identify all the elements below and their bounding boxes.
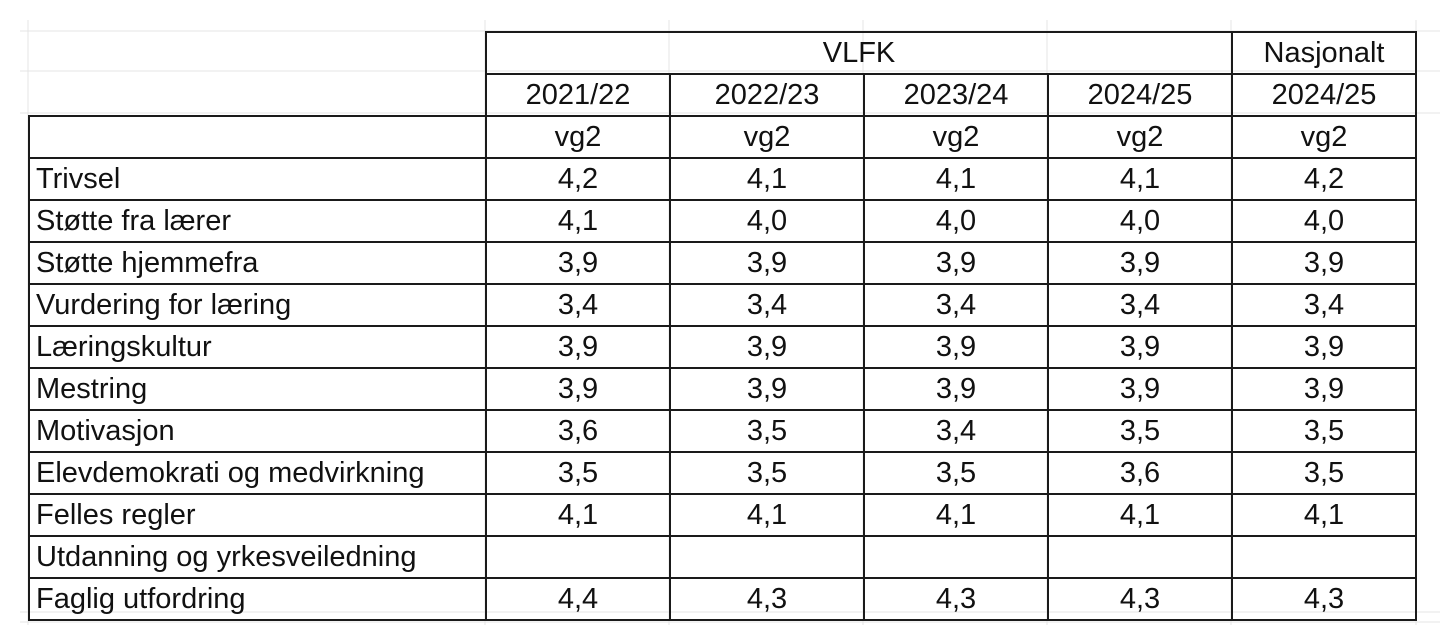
header-group-row: VLFK Nasjonalt bbox=[29, 31, 1417, 75]
value-cell: 3,9 bbox=[669, 325, 865, 369]
header-grade-row: vg2 vg2 vg2 vg2 vg2 bbox=[28, 115, 1417, 159]
value-cell: 4,0 bbox=[1047, 199, 1233, 243]
value-cell bbox=[863, 535, 1049, 579]
value-cell: 4,1 bbox=[863, 157, 1049, 201]
table-row: Læringskultur 3,9 3,9 3,9 3,9 3,9 bbox=[28, 325, 1417, 369]
table-row: Støtte hjemmefra 3,9 3,9 3,9 3,9 3,9 bbox=[28, 241, 1417, 285]
year-header: 2021/22 bbox=[485, 73, 671, 117]
table-row: Motivasjon 3,6 3,5 3,4 3,5 3,5 bbox=[28, 409, 1417, 453]
value-cell: 3,5 bbox=[863, 451, 1049, 495]
value-cell: 3,5 bbox=[669, 409, 865, 453]
value-cell: 4,1 bbox=[669, 157, 865, 201]
row-label: Læringskultur bbox=[28, 325, 487, 369]
value-cell: 4,1 bbox=[863, 493, 1049, 537]
row-label: Faglig utfordring bbox=[28, 577, 487, 621]
value-cell: 4,0 bbox=[669, 199, 865, 243]
table-row: Vurdering for læring 3,4 3,4 3,4 3,4 3,4 bbox=[28, 283, 1417, 327]
value-cell: 3,9 bbox=[485, 241, 671, 285]
value-cell: 3,4 bbox=[1231, 283, 1417, 327]
value-cell bbox=[1047, 535, 1233, 579]
row-label: Mestring bbox=[28, 367, 487, 411]
row-label: Elevdemokrati og medvirkning bbox=[28, 451, 487, 495]
value-cell: 3,9 bbox=[863, 325, 1049, 369]
group-header-national: Nasjonalt bbox=[1231, 31, 1417, 75]
grade-header: vg2 bbox=[669, 115, 865, 159]
table-row: Utdanning og yrkesveiledning bbox=[28, 535, 1417, 579]
grade-header: vg2 bbox=[1231, 115, 1417, 159]
value-cell: 3,9 bbox=[669, 367, 865, 411]
group-header-vlfk: VLFK bbox=[485, 31, 1233, 75]
value-cell: 3,9 bbox=[1231, 325, 1417, 369]
value-cell: 3,9 bbox=[863, 241, 1049, 285]
value-cell: 3,4 bbox=[669, 283, 865, 327]
value-cell: 3,9 bbox=[669, 241, 865, 285]
value-cell: 3,9 bbox=[485, 325, 671, 369]
value-cell: 3,9 bbox=[863, 367, 1049, 411]
value-cell: 3,5 bbox=[1231, 451, 1417, 495]
value-cell: 3,9 bbox=[485, 367, 671, 411]
value-cell: 4,3 bbox=[863, 577, 1049, 621]
value-cell: 3,9 bbox=[1231, 367, 1417, 411]
grade-header: vg2 bbox=[485, 115, 671, 159]
header-year-row: 2021/22 2022/23 2023/24 2024/25 2024/25 bbox=[29, 73, 1417, 117]
value-cell: 3,9 bbox=[1047, 367, 1233, 411]
table-row: Elevdemokrati og medvirkning 3,5 3,5 3,5… bbox=[28, 451, 1417, 495]
value-cell: 4,1 bbox=[485, 493, 671, 537]
year-header: 2024/25 bbox=[1231, 73, 1417, 117]
survey-results-table: VLFK Nasjonalt 2021/22 2022/23 2023/24 2… bbox=[28, 31, 1417, 621]
value-cell: 3,9 bbox=[1231, 241, 1417, 285]
value-cell: 4,1 bbox=[669, 493, 865, 537]
value-cell: 3,6 bbox=[1047, 451, 1233, 495]
table-row: Felles regler 4,1 4,1 4,1 4,1 4,1 bbox=[28, 493, 1417, 537]
row-label: Støtte hjemmefra bbox=[28, 241, 487, 285]
value-cell: 4,4 bbox=[485, 577, 671, 621]
value-cell: 4,1 bbox=[1047, 493, 1233, 537]
value-cell: 4,3 bbox=[1047, 577, 1233, 621]
value-cell: 4,0 bbox=[1231, 199, 1417, 243]
value-cell: 4,3 bbox=[1231, 577, 1417, 621]
table-row: Faglig utfordring 4,4 4,3 4,3 4,3 4,3 bbox=[28, 577, 1417, 621]
row-label: Felles regler bbox=[28, 493, 487, 537]
row-label: Utdanning og yrkesveiledning bbox=[28, 535, 487, 579]
value-cell: 3,5 bbox=[1047, 409, 1233, 453]
value-cell: 3,9 bbox=[1047, 325, 1233, 369]
value-cell: 4,1 bbox=[1231, 493, 1417, 537]
value-cell: 3,4 bbox=[863, 409, 1049, 453]
grade-header: vg2 bbox=[863, 115, 1049, 159]
value-cell: 3,5 bbox=[1231, 409, 1417, 453]
value-cell: 4,2 bbox=[485, 157, 671, 201]
value-cell: 4,2 bbox=[1231, 157, 1417, 201]
value-cell: 3,6 bbox=[485, 409, 671, 453]
empty-corner-cell bbox=[29, 74, 486, 116]
value-cell: 3,4 bbox=[1047, 283, 1233, 327]
grade-header: vg2 bbox=[1047, 115, 1233, 159]
row-label: Trivsel bbox=[28, 157, 487, 201]
value-cell: 4,1 bbox=[485, 199, 671, 243]
value-cell: 3,5 bbox=[669, 451, 865, 495]
empty-label-cell bbox=[28, 115, 487, 159]
year-header: 2024/25 bbox=[1047, 73, 1233, 117]
row-label: Motivasjon bbox=[28, 409, 487, 453]
value-cell: 3,4 bbox=[485, 283, 671, 327]
value-cell: 4,3 bbox=[669, 577, 865, 621]
value-cell: 3,5 bbox=[485, 451, 671, 495]
value-cell bbox=[1231, 535, 1417, 579]
row-label: Støtte fra lærer bbox=[28, 199, 487, 243]
year-header: 2022/23 bbox=[669, 73, 865, 117]
year-header: 2023/24 bbox=[863, 73, 1049, 117]
empty-corner-cell bbox=[29, 32, 486, 74]
value-cell bbox=[485, 535, 671, 579]
value-cell: 3,9 bbox=[1047, 241, 1233, 285]
table-row: Trivsel 4,2 4,1 4,1 4,1 4,2 bbox=[28, 157, 1417, 201]
table-row: Mestring 3,9 3,9 3,9 3,9 3,9 bbox=[28, 367, 1417, 411]
value-cell: 4,1 bbox=[1047, 157, 1233, 201]
value-cell bbox=[669, 535, 865, 579]
value-cell: 3,4 bbox=[863, 283, 1049, 327]
row-label: Vurdering for læring bbox=[28, 283, 487, 327]
value-cell: 4,0 bbox=[863, 199, 1049, 243]
table-row: Støtte fra lærer 4,1 4,0 4,0 4,0 4,0 bbox=[28, 199, 1417, 243]
